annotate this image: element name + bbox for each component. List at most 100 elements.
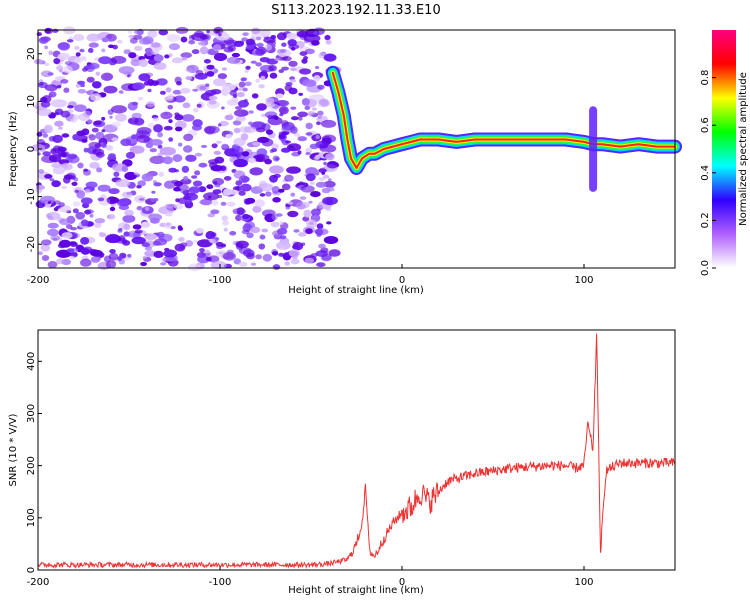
noise-blob bbox=[206, 71, 215, 77]
noise-blob bbox=[214, 156, 225, 164]
noise-blob bbox=[173, 203, 184, 210]
noise-blob bbox=[40, 70, 53, 78]
x-tick-label: 0 bbox=[399, 275, 405, 286]
noise-blob bbox=[180, 52, 193, 59]
noise-blob bbox=[117, 39, 123, 44]
noise-blob bbox=[153, 62, 167, 70]
noise-blob bbox=[245, 197, 256, 204]
noise-blob bbox=[299, 51, 308, 56]
noise-blob bbox=[290, 192, 296, 197]
noise-blob bbox=[221, 106, 225, 110]
noise-blob bbox=[280, 246, 285, 250]
noise-blob bbox=[158, 233, 173, 242]
noise-blob bbox=[258, 84, 265, 89]
noise-blob bbox=[328, 178, 332, 182]
noise-blob bbox=[179, 184, 189, 191]
noise-blob bbox=[92, 148, 105, 156]
noise-blob bbox=[158, 29, 169, 36]
x-tick-label: 0 bbox=[399, 577, 405, 588]
noise-blob bbox=[95, 131, 105, 140]
noise-blob bbox=[296, 201, 310, 209]
noise-blob bbox=[276, 228, 288, 235]
noise-blob bbox=[211, 199, 219, 206]
noise-blob bbox=[205, 256, 212, 262]
noise-blob bbox=[90, 256, 101, 263]
noise-blob bbox=[277, 32, 287, 41]
noise-blob bbox=[183, 133, 194, 142]
noise-blob bbox=[140, 221, 151, 228]
noise-blob bbox=[297, 111, 308, 118]
noise-blob bbox=[101, 116, 106, 121]
noise-blob bbox=[265, 129, 274, 135]
noise-blob bbox=[74, 104, 87, 112]
noise-blob bbox=[323, 53, 337, 62]
noise-blob bbox=[36, 32, 42, 37]
noise-blob bbox=[80, 197, 93, 205]
noise-blob bbox=[38, 36, 49, 44]
noise-blob bbox=[56, 84, 62, 89]
noise-blob bbox=[206, 184, 214, 190]
noise-blob bbox=[109, 115, 113, 119]
noise-blob bbox=[76, 190, 86, 199]
noise-blob bbox=[321, 134, 337, 143]
noise-blob bbox=[121, 191, 133, 199]
noise-blob bbox=[290, 258, 300, 265]
noise-blob bbox=[298, 92, 304, 96]
noise-blob bbox=[144, 233, 158, 241]
noise-blob bbox=[275, 93, 284, 99]
noise-blob bbox=[192, 88, 199, 92]
noise-blob bbox=[125, 151, 136, 159]
noise-blob bbox=[222, 220, 230, 226]
noise-blob bbox=[281, 42, 287, 47]
noise-blob bbox=[51, 180, 61, 188]
noise-blob bbox=[180, 178, 192, 185]
noise-blob bbox=[256, 103, 267, 111]
noise-blob bbox=[244, 69, 249, 74]
noise-blob bbox=[229, 231, 237, 236]
noise-blob bbox=[123, 223, 131, 231]
noise-blob bbox=[196, 103, 202, 108]
noise-blob bbox=[246, 232, 254, 239]
noise-blob bbox=[39, 195, 56, 205]
noise-blob bbox=[77, 80, 86, 85]
noise-blob bbox=[278, 69, 284, 73]
noise-blob bbox=[63, 65, 73, 74]
noise-blob bbox=[206, 30, 211, 34]
noise-blob bbox=[278, 106, 289, 115]
noise-blob bbox=[100, 72, 114, 82]
spectrogram-y-ticks: -20 -10 0 10 20 bbox=[26, 47, 42, 252]
noise-blob bbox=[149, 148, 157, 153]
noise-blob bbox=[251, 93, 259, 99]
noise-blob bbox=[129, 145, 145, 154]
noise-blob bbox=[306, 219, 318, 228]
noise-blob bbox=[314, 228, 324, 236]
noise-blob bbox=[162, 156, 173, 165]
noise-blob bbox=[123, 231, 130, 237]
noise-blob bbox=[198, 41, 206, 46]
noise-blob bbox=[223, 46, 234, 53]
noise-blob bbox=[297, 136, 308, 142]
noise-blob bbox=[218, 32, 222, 37]
noise-blob bbox=[318, 177, 326, 181]
noise-blob bbox=[212, 44, 222, 52]
noise-blob bbox=[310, 181, 315, 185]
noise-blob bbox=[208, 238, 216, 243]
noise-blob bbox=[118, 235, 126, 242]
noise-blob bbox=[115, 179, 131, 188]
noise-blob bbox=[144, 206, 150, 211]
colorbar-gradient bbox=[712, 30, 736, 268]
noise-blob bbox=[64, 61, 72, 66]
noise-blob bbox=[89, 162, 100, 169]
noise-blob bbox=[205, 83, 210, 87]
noise-blob bbox=[118, 66, 135, 75]
noise-blob bbox=[136, 135, 151, 143]
noise-blob bbox=[47, 201, 52, 204]
noise-blob bbox=[137, 180, 146, 187]
noise-blob bbox=[138, 59, 149, 68]
noise-blob bbox=[242, 213, 250, 220]
noise-blob bbox=[141, 242, 150, 248]
noise-blob bbox=[168, 137, 174, 142]
noise-blob bbox=[38, 251, 43, 256]
noise-blob bbox=[214, 184, 221, 188]
noise-blob bbox=[157, 144, 163, 149]
